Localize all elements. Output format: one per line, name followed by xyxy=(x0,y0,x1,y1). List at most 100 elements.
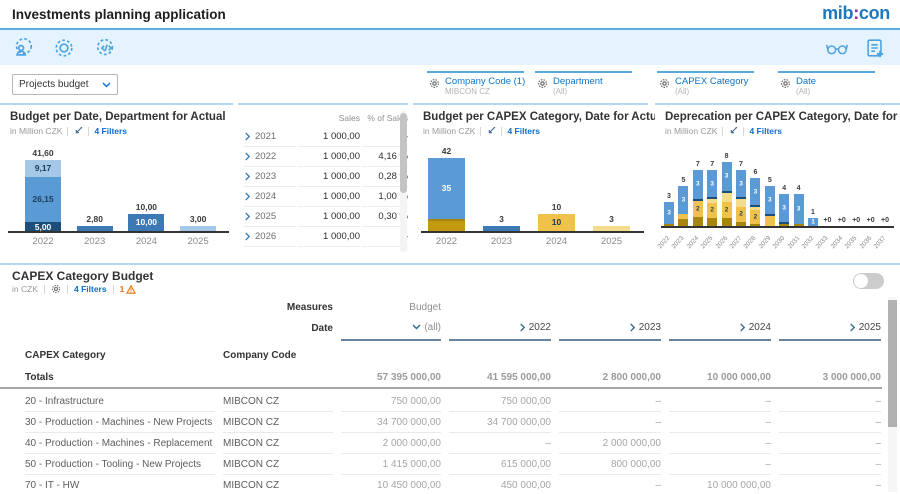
bar-2026[interactable]: 23 xyxy=(722,162,732,226)
column-header-company-code[interactable]: Company Code xyxy=(223,350,333,361)
bar-2031[interactable]: 3 xyxy=(794,194,804,226)
budget-value-cell[interactable]: 10 450 000,00 xyxy=(341,475,441,494)
budget-value-cell[interactable]: – xyxy=(669,433,771,454)
bar-segment-navy[interactable] xyxy=(779,222,789,224)
settings-gear-icon[interactable] xyxy=(53,37,75,59)
chart-filters-link[interactable]: 4 Filters xyxy=(749,126,782,136)
bar-2025[interactable] xyxy=(180,226,216,231)
bar-segment-blue[interactable]: 3 xyxy=(779,194,789,222)
bar-2022[interactable]: 5,0026,159,17 xyxy=(25,160,61,231)
budget-value-cell[interactable]: 450 000,00 xyxy=(449,475,551,494)
scrollbar-track[interactable] xyxy=(400,111,407,252)
bar-segment-navy[interactable] xyxy=(693,199,703,201)
table-toggle-switch[interactable] xyxy=(853,273,884,289)
budget-value-cell[interactable]: – xyxy=(779,412,881,433)
bar-2024[interactable]: 23 xyxy=(693,170,703,226)
budget-value-cell[interactable]: – xyxy=(449,433,551,454)
sales-table-row[interactable]: 20221 000,004,16 % xyxy=(238,147,408,167)
bar-segment-yellow[interactable]: 10 xyxy=(538,214,575,231)
table-row[interactable]: 20 - InfrastructureMIBCON CZ750 000,0075… xyxy=(0,391,882,412)
bar-segment-darkgold[interactable] xyxy=(779,224,789,226)
bar-segment-blue[interactable]: 26,15 xyxy=(25,177,61,223)
sales-value-cell[interactable]: 1 000,00 xyxy=(298,167,360,187)
bar-segment-lightyellow[interactable] xyxy=(707,199,717,203)
bar-segment-blue[interactable]: 3 xyxy=(693,170,703,199)
bar-segment-blue[interactable]: 3 xyxy=(707,170,717,197)
budget-value-cell[interactable]: – xyxy=(669,454,771,475)
bar-segment-lightyellow[interactable] xyxy=(750,207,760,210)
bar-segment-darkgold[interactable] xyxy=(707,218,717,226)
chart-filters-link[interactable]: 4 Filters xyxy=(94,126,127,136)
filter-chip-company-code[interactable]: Company Code (1) MIBCON CZ xyxy=(427,71,524,102)
bar-segment-darkgold[interactable] xyxy=(664,224,674,226)
bar-2023[interactable] xyxy=(77,226,113,231)
year-cell[interactable]: 2022 xyxy=(244,147,296,167)
budget-value-cell[interactable]: – xyxy=(669,412,771,433)
view-selector-dropdown[interactable]: Projects budget xyxy=(12,74,118,95)
bar-2023[interactable]: 3 xyxy=(678,186,688,226)
budget-value-cell[interactable]: 750 000,00 xyxy=(341,391,441,412)
year-cell[interactable]: 2024 xyxy=(244,187,296,207)
budget-value-cell[interactable]: 615 000,00 xyxy=(449,454,551,475)
bar-segment-blue[interactable]: 3 xyxy=(664,202,674,224)
bar-segment-lightyellow[interactable] xyxy=(722,193,732,202)
bar-segment-darkgold[interactable] xyxy=(428,219,465,221)
capex-category-cell[interactable]: 40 - Production - Machines - Replacement xyxy=(25,433,215,454)
drilldown-icon[interactable] xyxy=(73,126,83,136)
bar-2029[interactable]: 3 xyxy=(765,186,775,226)
company-code-cell[interactable]: MIBCON CZ xyxy=(223,454,333,475)
bar-segment-lightblue[interactable]: 9,17 xyxy=(25,160,61,176)
year-column-header-2024[interactable]: 2024 xyxy=(669,315,771,341)
bar-segment-darkgold[interactable] xyxy=(693,217,703,226)
bar-2025[interactable]: 23 xyxy=(707,170,717,226)
year-cell[interactable]: 2026 xyxy=(244,227,296,247)
company-code-cell[interactable]: MIBCON CZ xyxy=(223,412,333,433)
sales-value-cell[interactable]: 1 000,00 xyxy=(298,227,360,247)
budget-value-cell[interactable]: 2 000 000,00 xyxy=(559,433,661,454)
bar-segment-navy[interactable] xyxy=(722,191,732,193)
company-code-cell[interactable]: MIBCON CZ xyxy=(223,433,333,454)
company-code-cell[interactable]: MIBCON CZ xyxy=(223,391,333,412)
bar-segment-blue[interactable]: 3 xyxy=(736,170,746,197)
column-header-capex-category[interactable]: CAPEX Category xyxy=(25,350,215,361)
script-settings-gear-icon[interactable] xyxy=(95,37,117,59)
bar-segment-yellow[interactable]: 2 xyxy=(693,201,703,217)
bar-segment-yellow[interactable]: 2 xyxy=(736,207,746,222)
table-row[interactable]: 70 - IT - HWMIBCON CZ10 450 000,00450 00… xyxy=(0,475,882,494)
capex-category-cell[interactable]: 50 - Production - Tooling - New Projects xyxy=(25,454,215,475)
bar-segment-darkgold[interactable] xyxy=(678,219,688,226)
bar-segment-navy[interactable]: 5,00 xyxy=(25,222,61,231)
sales-table-row[interactable]: 20251 000,000,30 % xyxy=(238,207,408,227)
bar-2028[interactable]: 23 xyxy=(750,178,760,226)
totals-row[interactable]: Totals 57 395 000,00 41 595 000,00 2 800… xyxy=(0,367,882,389)
sales-value-cell[interactable]: 1 000,00 xyxy=(298,187,360,207)
bar-segment-medblue[interactable]: 10,00 xyxy=(128,214,164,232)
year-cell[interactable]: 2021 xyxy=(244,127,296,147)
measures-value[interactable]: Budget xyxy=(341,302,441,313)
bar-segment-medblue[interactable] xyxy=(483,226,520,231)
bar-segment-lightyellow[interactable] xyxy=(736,199,746,207)
year-column-header-2023[interactable]: 2023 xyxy=(559,315,661,341)
year-cell[interactable]: 2025 xyxy=(244,207,296,227)
bar-segment-darkgold[interactable] xyxy=(750,224,760,226)
bar-2027[interactable]: 23 xyxy=(736,170,746,226)
bar-segment-yellow[interactable]: 2 xyxy=(707,203,717,218)
bar-2022[interactable]: 3 xyxy=(664,202,674,226)
filter-chip-capex-category[interactable]: CAPEX Category (All) xyxy=(657,71,754,102)
capex-category-cell[interactable]: 20 - Infrastructure xyxy=(25,391,215,412)
bar-segment-blue[interactable]: 35 xyxy=(428,158,465,219)
bar-segment-medblue[interactable] xyxy=(77,226,113,231)
bar-segment-blue[interactable]: 3 xyxy=(722,162,732,191)
bar-segment-darkgold[interactable] xyxy=(794,224,804,226)
chart-filters-link[interactable]: 4 Filters xyxy=(507,126,540,136)
budget-value-cell[interactable]: 2 000 000,00 xyxy=(341,433,441,454)
user-settings-gear-icon[interactable] xyxy=(12,37,34,59)
glasses-icon[interactable] xyxy=(826,37,848,59)
drilldown-icon[interactable] xyxy=(728,126,738,136)
column-header-sales[interactable]: Sales xyxy=(298,113,360,123)
budget-value-cell[interactable]: 800 000,00 xyxy=(559,454,661,475)
bar-2024[interactable]: 10,00 xyxy=(128,214,164,232)
bar-segment-yellow[interactable] xyxy=(678,214,688,219)
filter-chip-department[interactable]: Department (All) xyxy=(535,71,632,102)
bar-2024[interactable]: 10 xyxy=(538,214,575,231)
